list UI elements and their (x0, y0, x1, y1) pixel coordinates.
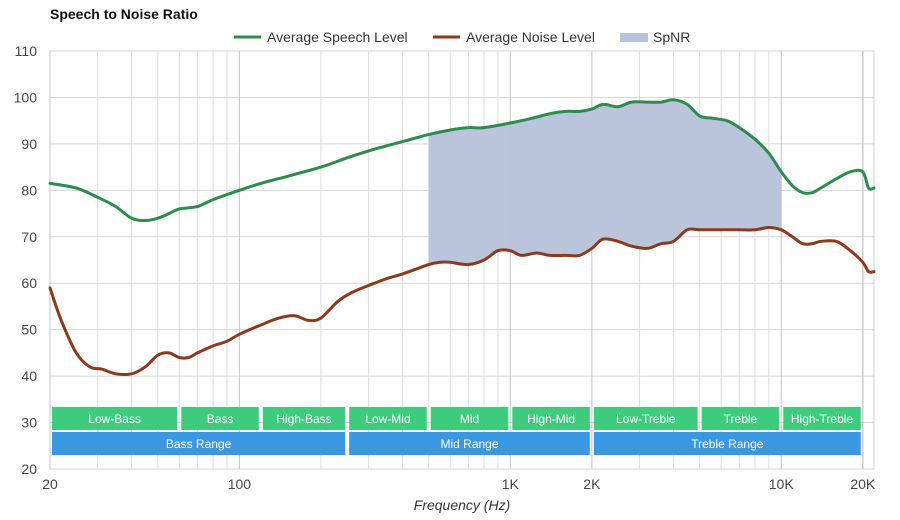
x-tick-label: 20K (850, 476, 876, 492)
series-lines (48, 98, 876, 377)
y-tick-label: 110 (15, 43, 38, 59)
band-bass-range: Bass Range (52, 432, 346, 455)
band-rect (262, 407, 346, 430)
band-rect (430, 407, 509, 430)
x-tick-label: 100 (228, 476, 252, 492)
band-low-bass: Low-Bass (52, 407, 178, 430)
band-label: High-Mid (527, 412, 575, 426)
band-label: Mid (460, 412, 479, 426)
band-high-mid: High-Mid (512, 407, 590, 430)
band-label: Mid Range (441, 437, 499, 451)
band-treble: Treble (701, 407, 780, 430)
band-low-mid: Low-Mid (349, 407, 427, 430)
band-label: High-Bass (276, 412, 331, 426)
legend: Average Speech Level Average Noise Level S… (234, 29, 690, 45)
band-high-bass: High-Bass (262, 407, 346, 430)
band-label: Treble (724, 412, 758, 426)
band-rect (52, 432, 346, 455)
y-tick-label: 100 (14, 89, 38, 105)
spnr-area-layer (428, 99, 782, 265)
legend-label: SpNR (653, 29, 690, 45)
y-tick-label: 70 (21, 229, 37, 245)
band-mid: Mid (430, 407, 509, 430)
band-bass: Bass (181, 407, 259, 430)
y-tick-label: 80 (21, 182, 37, 198)
band-mid-range: Mid Range (349, 432, 590, 455)
band-rect (512, 407, 590, 430)
band-label: Bass (207, 412, 234, 426)
y-tick-label: 60 (21, 275, 37, 291)
band-rect (783, 407, 861, 430)
legend-item: Average Speech Level (234, 29, 408, 45)
x-tick-label: 10K (769, 476, 795, 492)
band-high-treble: High-Treble (783, 407, 861, 430)
x-tick-label: 2K (583, 476, 601, 492)
band-rect (593, 432, 861, 455)
speech-level-line (48, 98, 876, 222)
axes: 20 30 40 50 60 70 80 90 100 110 20 100 1K 2K 10K 20K (14, 43, 876, 492)
band-label: Treble Range (691, 437, 764, 451)
frequency-bands: Low-Bass Bass High-Bass Low-Mid Mid High-Mid L… (52, 407, 861, 455)
chart-title: Speech to Noise Ratio (50, 6, 198, 22)
legend-label: Average Speech Level (267, 29, 408, 45)
legend-swatch (620, 33, 648, 42)
band-label: Low-Mid (365, 412, 410, 426)
band-label: Low-Bass (88, 412, 141, 426)
y-tick-label: 50 (21, 322, 37, 338)
band-rect (181, 407, 259, 430)
x-tick-label: 20 (42, 476, 58, 492)
legend-label: Average Noise Level (466, 29, 595, 45)
x-tick-label: 1K (502, 476, 520, 492)
band-rect (349, 432, 590, 455)
band-rect (349, 407, 427, 430)
y-tick-label: 20 (21, 461, 37, 477)
band-rect (593, 407, 698, 430)
noise-level-line (48, 226, 876, 377)
y-tick-label: 90 (21, 136, 37, 152)
band-rect (52, 407, 178, 430)
band-label: High-Treble (791, 412, 854, 426)
legend-item: Average Noise Level (433, 29, 595, 45)
band-low-treble: Low-Treble (593, 407, 698, 430)
band-label: Low-Treble (616, 412, 676, 426)
x-axis-label: Frequency (Hz) (414, 497, 510, 513)
band-label: Bass Range (166, 437, 232, 451)
spnr-area (428, 99, 782, 265)
band-treble-range: Treble Range (593, 432, 861, 455)
band-rect (701, 407, 780, 430)
y-tick-label: 40 (21, 368, 37, 384)
legend-item: SpNR (620, 29, 690, 45)
y-tick-label: 30 (21, 415, 37, 431)
